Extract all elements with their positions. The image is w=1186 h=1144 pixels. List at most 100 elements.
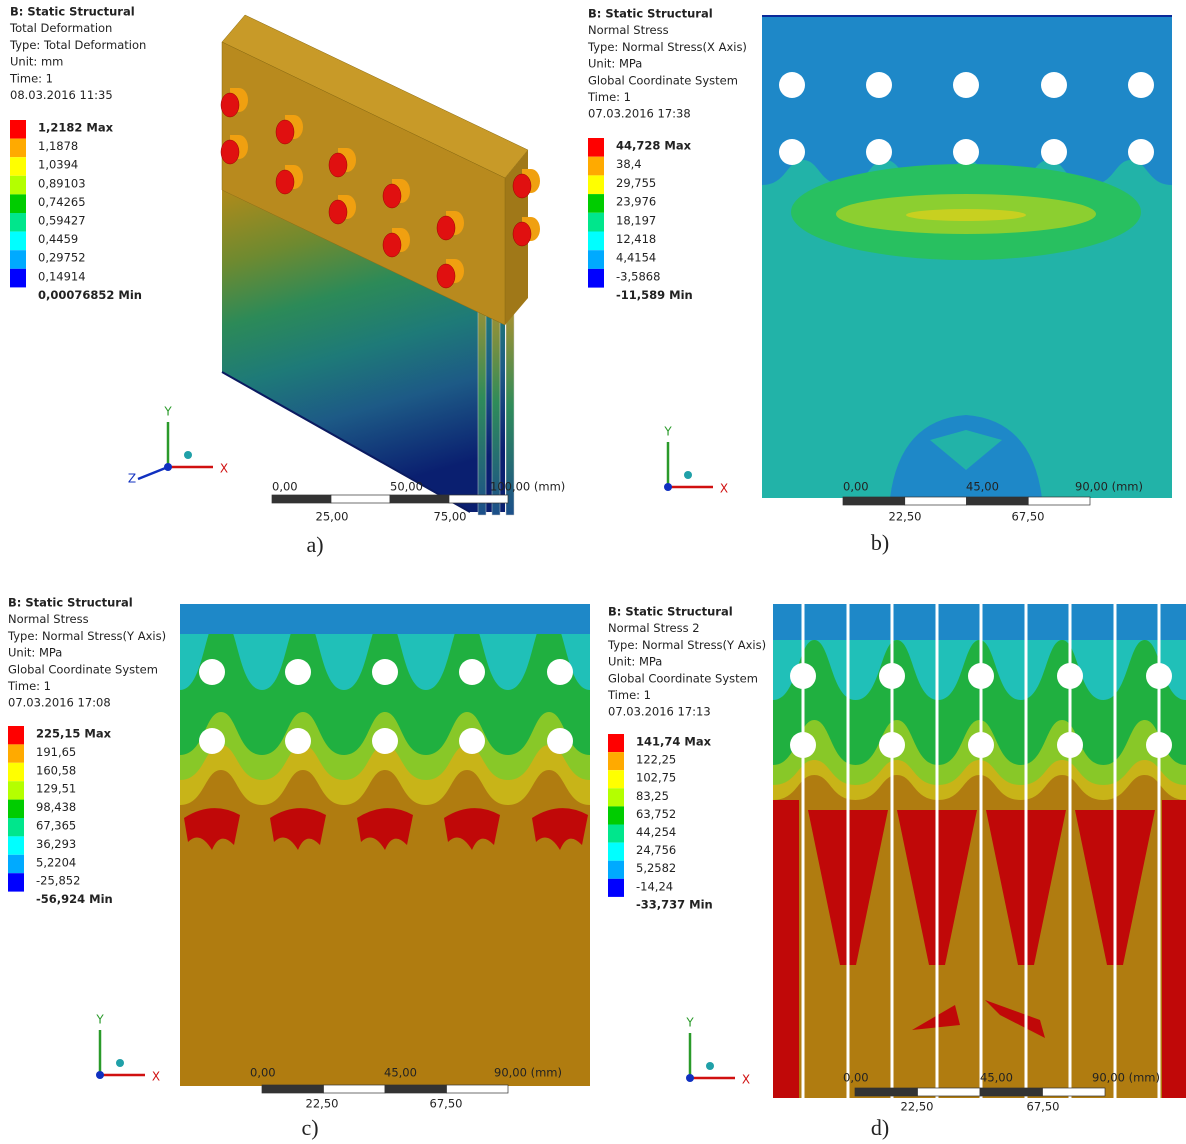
legend-swatch <box>608 770 624 788</box>
scale-bar <box>855 1088 918 1096</box>
legend-label: 29,755 <box>616 176 656 190</box>
scale-label: 22,50 <box>889 510 922 524</box>
axis-label: Y <box>163 405 172 419</box>
scale-label: 0,00 <box>843 1071 869 1085</box>
hole <box>285 659 311 685</box>
header-line: Global Coordinate System <box>588 73 738 87</box>
scale-label: 100,00 (mm) <box>490 480 565 494</box>
legend-label: 0,00076852 Min <box>38 288 142 302</box>
triad-origin <box>164 463 172 471</box>
hole <box>1057 663 1083 689</box>
axis-label: Y <box>95 1013 104 1027</box>
caption: b) <box>871 530 889 555</box>
pin-head <box>276 120 294 144</box>
axis-label: X <box>152 1070 160 1084</box>
scale-label: 90,00 (mm) <box>494 1066 562 1080</box>
header-line: Normal Stress <box>8 612 89 626</box>
axis-arrow <box>138 467 168 479</box>
scale-label: 0,00 <box>250 1066 276 1080</box>
header-line: Type: Normal Stress(Y Axis) <box>7 629 166 643</box>
hole <box>459 728 485 754</box>
legend-label: 0,74265 <box>38 195 86 209</box>
legend-label: 4,4154 <box>616 251 656 265</box>
legend-swatch <box>10 194 26 213</box>
hole <box>953 72 979 98</box>
legend-label: 38,4 <box>616 157 642 171</box>
legend-swatch <box>8 744 24 762</box>
hole <box>547 659 573 685</box>
triad-sphere <box>684 471 692 479</box>
header-line: 07.03.2016 17:38 <box>588 107 691 121</box>
scale-label: 67,50 <box>1027 1100 1060 1114</box>
scale-bar <box>324 1085 386 1093</box>
triad-origin <box>664 483 672 491</box>
legend-label: -14,24 <box>636 879 673 893</box>
header-line: Total Deformation <box>9 21 112 35</box>
legend-swatch <box>588 157 604 176</box>
hole <box>372 659 398 685</box>
hole <box>1057 732 1083 758</box>
scale-label: 45,00 <box>966 480 999 494</box>
hole <box>459 659 485 685</box>
header-line: 07.03.2016 17:08 <box>8 696 111 710</box>
legend-label: 160,58 <box>36 763 76 777</box>
scale-label: 22,50 <box>306 1097 339 1111</box>
axis-label: Y <box>685 1016 694 1030</box>
hole <box>968 663 994 689</box>
legend-label: 102,75 <box>636 771 676 785</box>
legend-label: 98,438 <box>36 800 76 814</box>
legend-swatch <box>588 232 604 251</box>
legend-label: 36,293 <box>36 837 76 851</box>
legend-label: 0,29752 <box>38 251 86 265</box>
contour-red <box>1162 800 1186 1098</box>
triad-origin <box>96 1071 104 1079</box>
scale-label: 75,00 <box>434 510 467 524</box>
legend-swatch <box>588 138 604 157</box>
legend-swatch <box>588 250 604 269</box>
scale-label: 50,00 <box>390 480 423 494</box>
legend-swatch <box>608 734 624 752</box>
caption: c) <box>301 1115 318 1140</box>
legend-swatch <box>608 843 624 861</box>
legend-swatch <box>10 139 26 158</box>
legend-swatch <box>8 726 24 744</box>
legend-swatch <box>588 269 604 288</box>
legend-label: 44,254 <box>636 825 676 839</box>
scale-label: 67,50 <box>430 1097 463 1111</box>
hole <box>1128 139 1154 165</box>
legend-label: 63,752 <box>636 807 676 821</box>
pin-head <box>329 153 347 177</box>
hole <box>1146 663 1172 689</box>
header-line: Normal Stress <box>588 23 669 37</box>
legend-label: -11,589 Min <box>616 288 693 302</box>
legend-swatch <box>8 763 24 781</box>
scale-bar <box>843 497 905 505</box>
hole <box>866 139 892 165</box>
legend-swatch <box>8 855 24 873</box>
gap-line <box>936 604 939 1098</box>
hole <box>790 663 816 689</box>
pin-head <box>221 140 239 164</box>
contour-blue-top <box>180 604 590 634</box>
legend-label: -3,5868 <box>616 269 660 283</box>
scale-bar <box>1028 497 1090 505</box>
pin-head <box>383 184 401 208</box>
legend-swatch <box>588 213 604 232</box>
legend-swatch <box>10 232 26 251</box>
legend-swatch <box>10 176 26 195</box>
header-line: Unit: MPa <box>8 646 62 660</box>
triad-origin <box>686 1074 694 1082</box>
axis-label: Z <box>128 472 136 486</box>
legend-label: 129,51 <box>36 782 76 796</box>
hole <box>1041 72 1067 98</box>
hole <box>953 139 979 165</box>
legend-swatch <box>608 806 624 824</box>
legend-label: 0,89103 <box>38 176 86 190</box>
scale-label: 45,00 <box>384 1066 417 1080</box>
legend-label: 0,4459 <box>38 232 78 246</box>
scale-label: 0,00 <box>843 480 869 494</box>
axis-label: X <box>742 1073 750 1087</box>
legend-label: 1,0394 <box>38 158 78 172</box>
pin-head <box>437 216 455 240</box>
scale-label: 25,00 <box>316 510 349 524</box>
